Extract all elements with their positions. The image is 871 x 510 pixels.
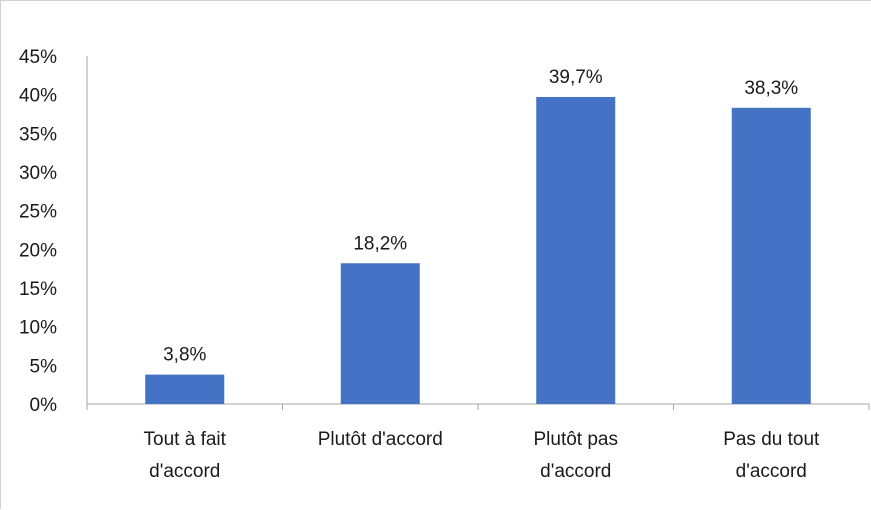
bar <box>340 263 420 404</box>
bar <box>145 374 225 404</box>
y-tick-label: 35% <box>19 124 57 145</box>
x-tick-label: Plutôt d'accord <box>318 429 443 450</box>
y-tick-label: 10% <box>19 318 57 339</box>
y-tick-label: 25% <box>19 202 57 223</box>
data-label: 18,2% <box>353 233 407 254</box>
x-tick-label: Tout à fait <box>144 429 227 450</box>
x-tick-label: d'accord <box>149 461 220 482</box>
y-tick-label: 30% <box>19 163 57 184</box>
x-tick-label: Plutôt pas <box>534 429 619 450</box>
x-tick-label: Pas du tout <box>723 429 820 450</box>
y-tick-label: 5% <box>30 356 58 377</box>
y-tick-label: 40% <box>19 86 57 107</box>
y-tick-label: 15% <box>19 279 57 300</box>
x-tick-label: d'accord <box>736 461 807 482</box>
y-tick-label: 0% <box>30 395 58 416</box>
bar <box>536 96 616 404</box>
bar <box>731 107 811 405</box>
y-tick-label: 20% <box>19 240 57 261</box>
data-label: 38,3% <box>744 78 798 99</box>
x-tick-label: d'accord <box>540 461 611 482</box>
y-tick-label: 45% <box>19 47 57 68</box>
data-label: 39,7% <box>549 67 603 88</box>
data-label: 3,8% <box>163 345 206 366</box>
